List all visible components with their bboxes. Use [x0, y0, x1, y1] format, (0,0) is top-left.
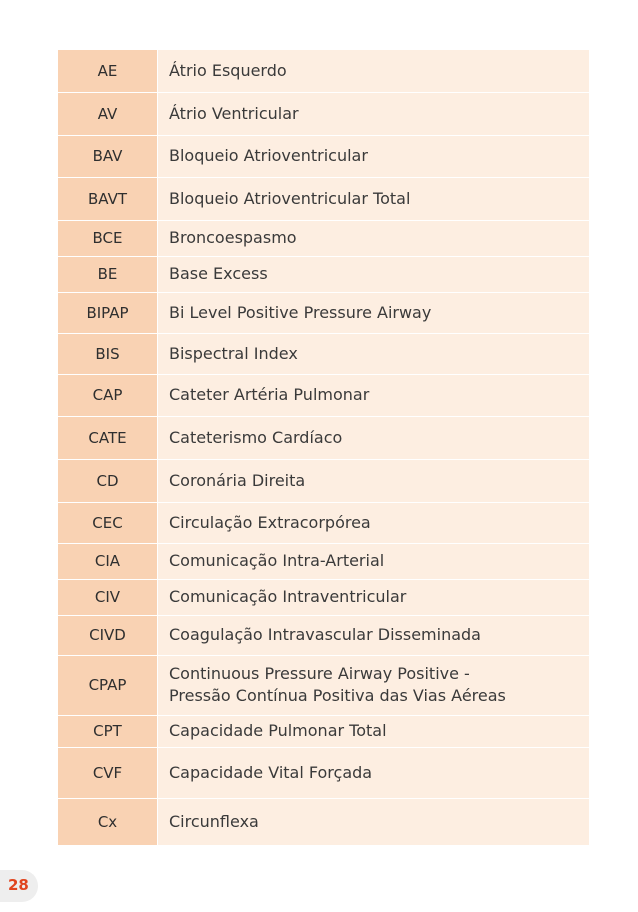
abbreviation-code: CAP — [58, 374, 158, 417]
table-row: AE Átrio Esquerdo — [58, 50, 589, 93]
abbreviation-meaning: Circunflexa — [157, 798, 589, 845]
table-row: BE Base Excess — [58, 256, 589, 293]
abbreviation-code: CPT — [58, 715, 158, 748]
table-row: BIS Bispectral Index — [58, 333, 589, 375]
table-row: Cx Circunflexa — [58, 798, 589, 845]
abbreviation-code: CPAP — [58, 655, 158, 716]
abbreviation-code: BAV — [58, 135, 158, 178]
abbreviation-code: CATE — [58, 416, 158, 460]
abbreviation-meaning: Continuous Pressure Airway Positive - Pr… — [157, 655, 589, 716]
table-row: BIPAP Bi Level Positive Pressure Airway — [58, 292, 589, 334]
abbreviation-meaning: Bispectral Index — [157, 333, 589, 375]
abbreviation-code: AE — [58, 50, 158, 93]
abbreviation-meaning: Coagulação Intravascular Disseminada — [157, 615, 589, 656]
abbreviation-meaning: Comunicação Intraventricular — [157, 579, 589, 616]
table-row: CIVD Coagulação Intravascular Disseminad… — [58, 615, 589, 656]
abbreviation-meaning: Cateter Artéria Pulmonar — [157, 374, 589, 417]
abbreviation-meaning: Capacidade Pulmonar Total — [157, 715, 589, 748]
abbreviation-code: BIS — [58, 333, 158, 375]
abbreviation-meaning: Comunicação Intra-Arterial — [157, 543, 589, 580]
table-row: CEC Circulação Extracorpórea — [58, 502, 589, 544]
abbreviation-meaning: Circulação Extracorpórea — [157, 502, 589, 544]
abbreviation-code: BAVT — [58, 177, 158, 221]
table-row: CPT Capacidade Pulmonar Total — [58, 715, 589, 748]
abbreviation-code: BCE — [58, 220, 158, 257]
abbreviation-code: CVF — [58, 747, 158, 799]
table-row: CPAP Continuous Pressure Airway Positive… — [58, 655, 589, 716]
meaning-line-1: Continuous Pressure Airway Positive - — [169, 664, 470, 683]
table-row: BAVT Bloqueio Atrioventricular Total — [58, 177, 589, 221]
table-row: AV Átrio Ventricular — [58, 92, 589, 136]
abbreviation-meaning: Átrio Ventricular — [157, 92, 589, 136]
abbreviation-code: CIVD — [58, 615, 158, 656]
abbreviation-code: CIA — [58, 543, 158, 580]
table-row: CAP Cateter Artéria Pulmonar — [58, 374, 589, 417]
abbreviation-code: CEC — [58, 502, 158, 544]
abbreviation-meaning: Átrio Esquerdo — [157, 50, 589, 93]
abbreviation-code: CD — [58, 459, 158, 503]
table-row: BAV Bloqueio Atrioventricular — [58, 135, 589, 178]
abbreviation-code: CIV — [58, 579, 158, 616]
page-number-tab: 28 — [0, 870, 38, 902]
abbreviation-meaning: Broncoespasmo — [157, 220, 589, 257]
table-row: BCE Broncoespasmo — [58, 220, 589, 257]
abbreviation-meaning: Bloqueio Atrioventricular — [157, 135, 589, 178]
abbreviation-code: Cx — [58, 798, 158, 845]
abbreviation-meaning: Coronária Direita — [157, 459, 589, 503]
abbreviation-meaning: Base Excess — [157, 256, 589, 293]
table-row: CATE Cateterismo Cardíaco — [58, 416, 589, 460]
page-number: 28 — [8, 876, 29, 894]
abbreviation-meaning: Bloqueio Atrioventricular Total — [157, 177, 589, 221]
abbreviation-code: AV — [58, 92, 158, 136]
table-row: CD Coronária Direita — [58, 459, 589, 503]
table-row: CIV Comunicação Intraventricular — [58, 579, 589, 616]
abbreviation-meaning: Capacidade Vital Forçada — [157, 747, 589, 799]
abbreviations-table: AE Átrio Esquerdo AV Átrio Ventricular B… — [58, 50, 589, 845]
abbreviation-code: BE — [58, 256, 158, 293]
meaning-line-2: Pressão Contínua Positiva das Vias Aérea… — [169, 686, 506, 705]
abbreviation-meaning: Bi Level Positive Pressure Airway — [157, 292, 589, 334]
table-row: CIA Comunicação Intra-Arterial — [58, 543, 589, 580]
table-row: CVF Capacidade Vital Forçada — [58, 747, 589, 799]
abbreviation-code: BIPAP — [58, 292, 158, 334]
abbreviation-meaning: Cateterismo Cardíaco — [157, 416, 589, 460]
